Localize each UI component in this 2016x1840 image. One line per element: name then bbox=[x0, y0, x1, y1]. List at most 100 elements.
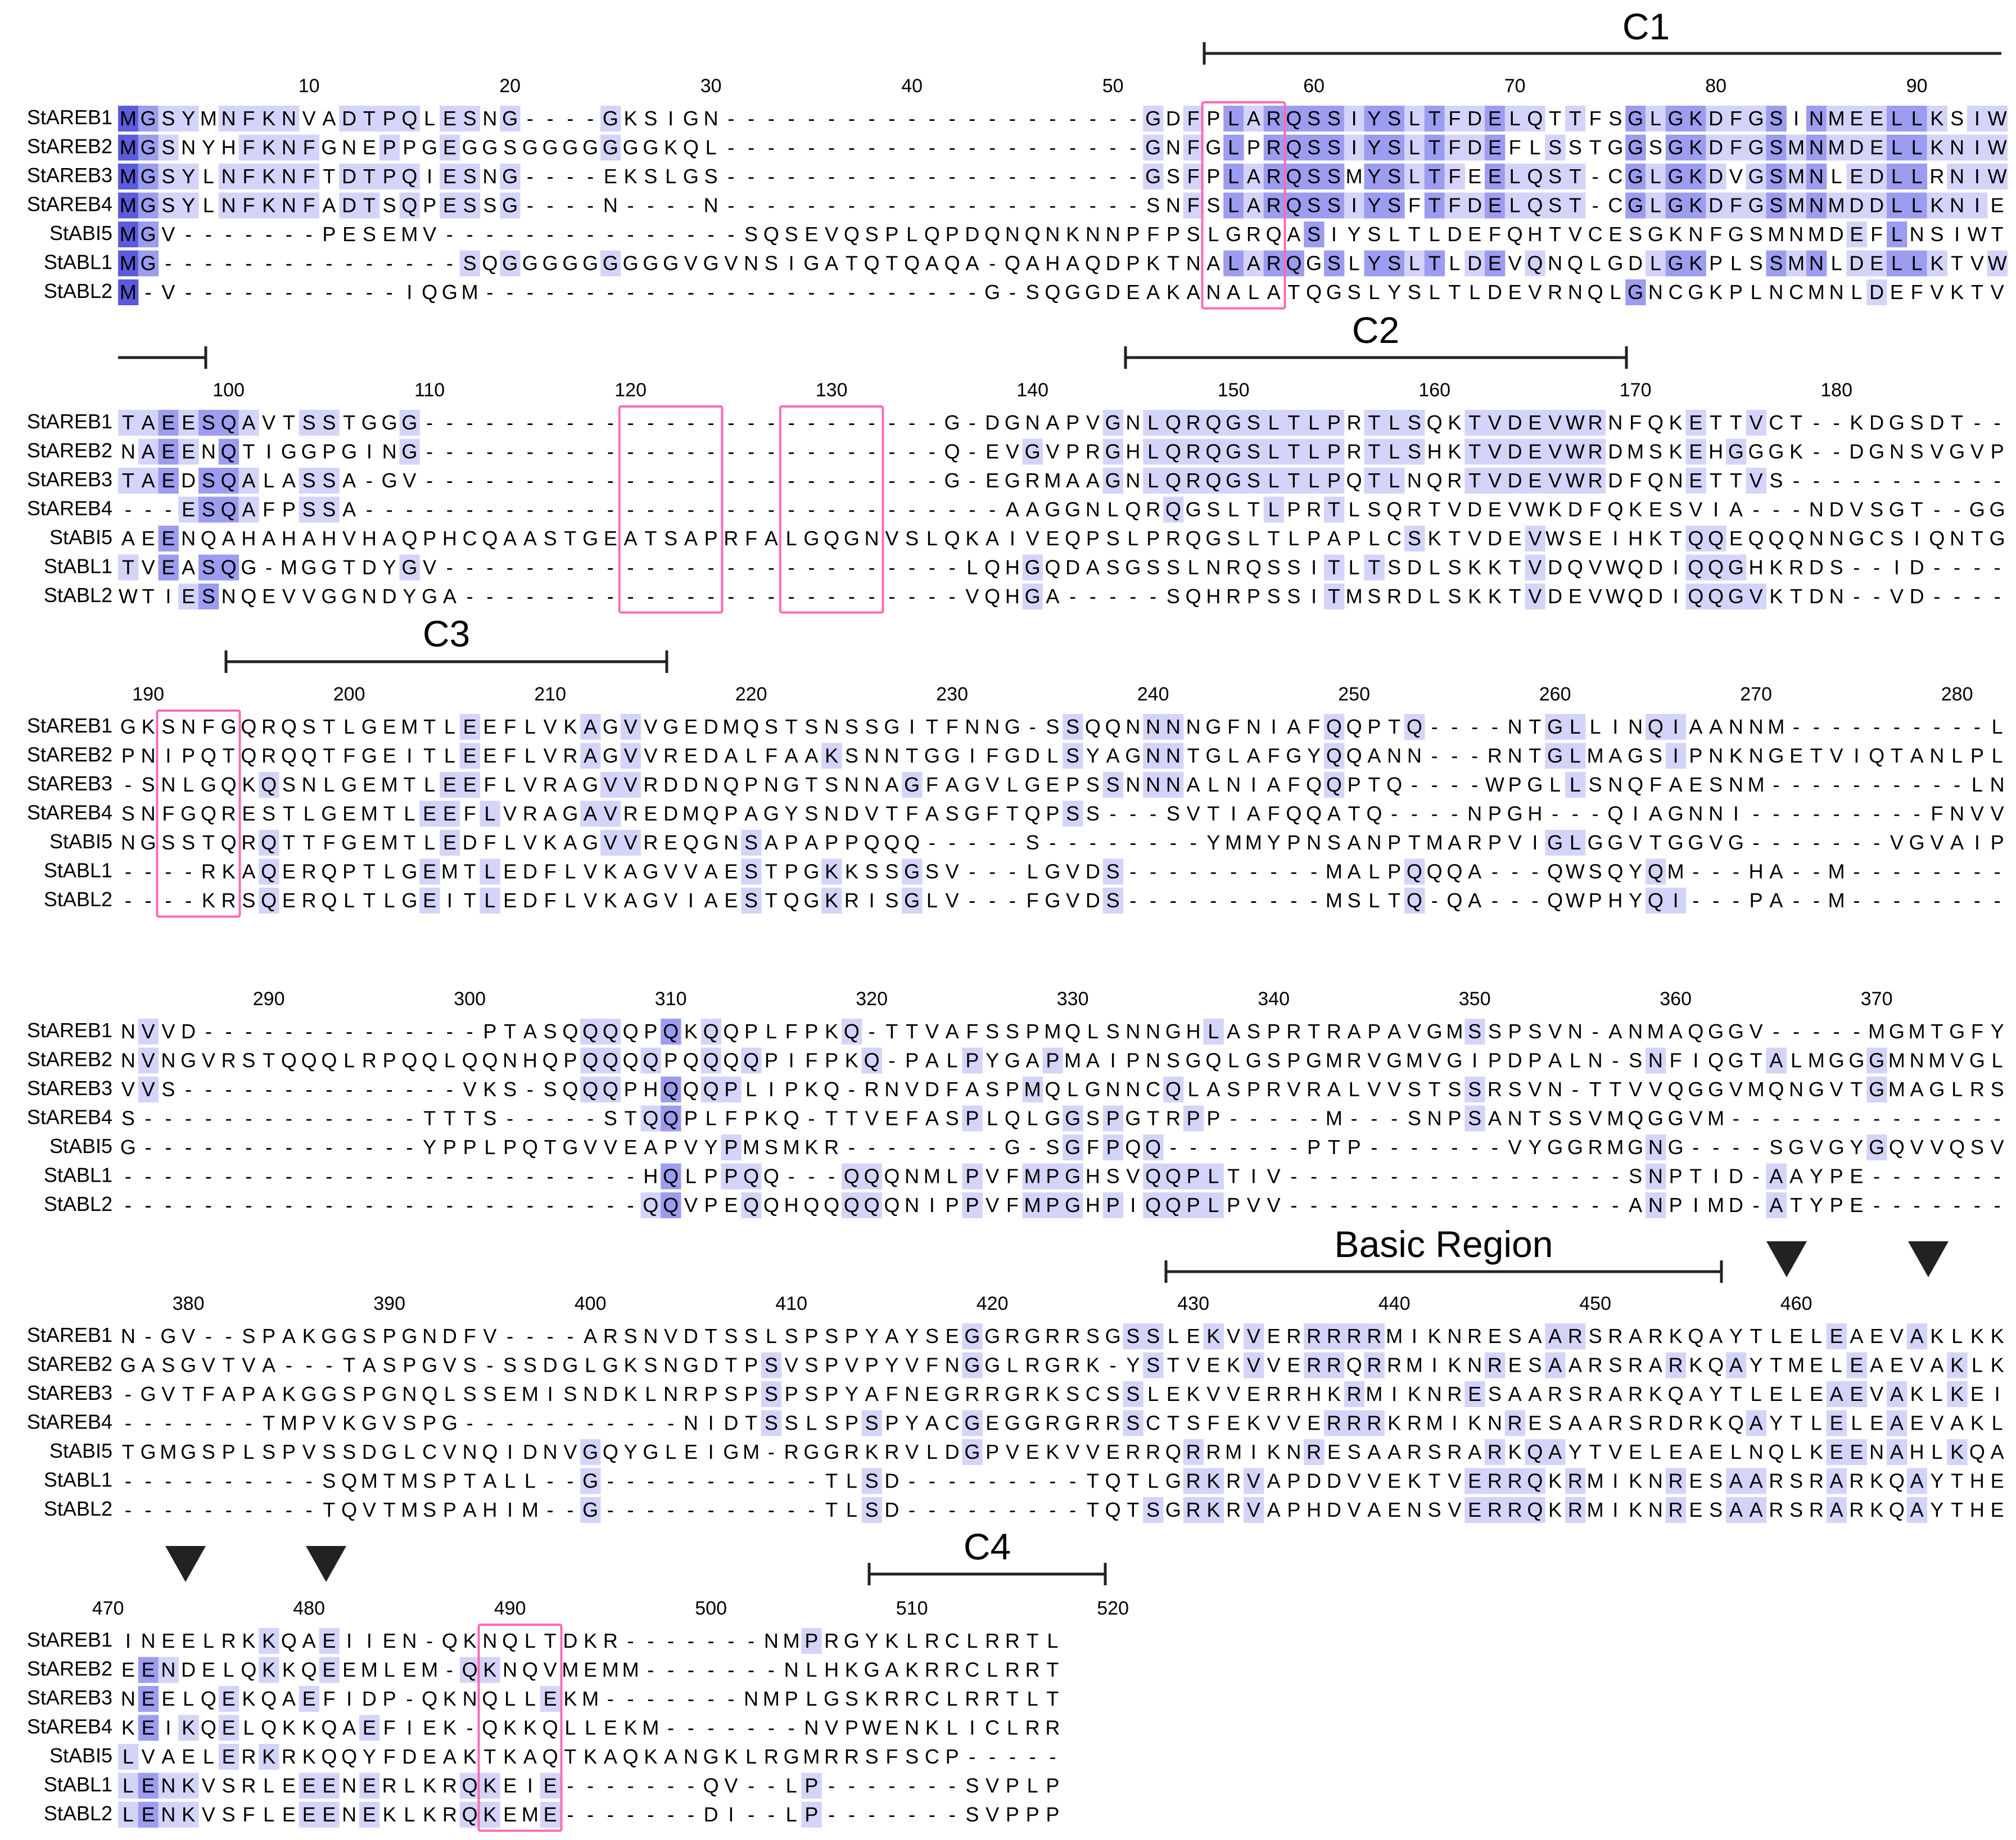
residue: M bbox=[1788, 136, 1805, 159]
residue: P bbox=[664, 1136, 677, 1159]
residue: V bbox=[905, 1078, 919, 1101]
residue: M bbox=[1828, 860, 1845, 883]
residue: G bbox=[1045, 889, 1060, 912]
residue: N bbox=[1950, 527, 1964, 550]
residue: F bbox=[464, 802, 476, 825]
residue: - bbox=[567, 498, 573, 521]
residue: - bbox=[225, 281, 232, 304]
residue: S bbox=[161, 165, 175, 188]
residue: - bbox=[1893, 802, 1900, 825]
residue: - bbox=[386, 498, 393, 521]
residue: V bbox=[1508, 831, 1522, 854]
residue: S bbox=[1327, 107, 1341, 130]
residue: - bbox=[788, 107, 795, 130]
residue: P bbox=[965, 1049, 979, 1072]
residue: - bbox=[627, 498, 634, 521]
residue: - bbox=[426, 252, 433, 275]
residue: V bbox=[1970, 440, 1984, 463]
residue: Q bbox=[703, 1774, 719, 1797]
residue: R bbox=[764, 1745, 779, 1768]
residue: L bbox=[1007, 1354, 1018, 1377]
residue: M bbox=[1707, 1193, 1724, 1217]
residue: - bbox=[1290, 1165, 1297, 1188]
residue: S bbox=[765, 1412, 778, 1435]
residue: G bbox=[1949, 1020, 1965, 1043]
residue: Q bbox=[1427, 469, 1443, 492]
residue: - bbox=[507, 556, 513, 579]
residue: G bbox=[341, 1324, 357, 1348]
residue: A bbox=[684, 527, 698, 550]
position-tick-label: 200 bbox=[333, 684, 365, 705]
residue: G bbox=[382, 411, 397, 434]
residue: E bbox=[1850, 223, 1863, 246]
position-tick-label: 220 bbox=[735, 684, 767, 705]
residue: - bbox=[406, 1107, 413, 1130]
residue: V bbox=[1367, 1078, 1381, 1101]
residue: A bbox=[1830, 1470, 1843, 1493]
residue: V bbox=[724, 252, 738, 275]
residue: R bbox=[362, 1049, 377, 1072]
residue: T bbox=[343, 411, 355, 434]
residue: Q bbox=[221, 411, 237, 434]
residue: N bbox=[1125, 1020, 1140, 1043]
residue: T bbox=[1750, 1324, 1762, 1348]
residue: G bbox=[582, 831, 598, 854]
residue: V bbox=[1649, 1078, 1662, 1101]
residue: A bbox=[1930, 1354, 1943, 1377]
residue: - bbox=[1933, 860, 1940, 883]
residue: E bbox=[383, 715, 396, 738]
residue: S bbox=[1327, 831, 1341, 854]
residue: R bbox=[1508, 1470, 1522, 1493]
residue: S bbox=[1367, 223, 1381, 246]
residue: L bbox=[1992, 715, 2003, 738]
residue: N bbox=[402, 1629, 417, 1652]
residue: - bbox=[888, 556, 895, 579]
residue: D bbox=[1307, 1470, 1321, 1493]
residue: K bbox=[1669, 411, 1683, 434]
residue: D bbox=[1106, 281, 1120, 304]
residue-shade bbox=[399, 164, 420, 189]
residue: Q bbox=[603, 1020, 618, 1043]
residue: A bbox=[1750, 1470, 1763, 1493]
residue: G bbox=[1547, 1136, 1563, 1159]
residue: M bbox=[1828, 889, 1845, 912]
residue: G bbox=[1186, 498, 1201, 521]
residue: V bbox=[1348, 1470, 1361, 1493]
residue: - bbox=[366, 281, 373, 304]
residue: P bbox=[121, 744, 135, 767]
residue: - bbox=[949, 1774, 956, 1797]
residue: - bbox=[1733, 889, 1739, 912]
residue: K bbox=[443, 1687, 456, 1710]
residue: - bbox=[567, 194, 573, 217]
residue: - bbox=[1712, 860, 1719, 883]
residue: - bbox=[1491, 860, 1498, 883]
residue: T bbox=[1951, 1498, 1963, 1521]
residue: Q bbox=[1145, 1193, 1161, 1217]
residue: T bbox=[1046, 1687, 1059, 1710]
residue: Q bbox=[643, 1193, 658, 1217]
residue: P bbox=[1970, 744, 1984, 767]
residue: A bbox=[1589, 1412, 1602, 1435]
residue: N bbox=[1125, 715, 1140, 738]
residue: - bbox=[567, 1774, 573, 1797]
residue: - bbox=[688, 411, 694, 434]
residue: - bbox=[908, 585, 915, 608]
residue: Q bbox=[482, 1049, 498, 1072]
residue: K bbox=[1046, 1440, 1059, 1463]
residue: A bbox=[1387, 1440, 1401, 1463]
residue: - bbox=[1190, 831, 1197, 854]
residue: V bbox=[1991, 802, 2004, 825]
residue: T bbox=[444, 1107, 456, 1130]
residue: G bbox=[141, 252, 156, 275]
residue: F bbox=[1268, 802, 1280, 825]
residue: S bbox=[1307, 136, 1321, 159]
residue: M bbox=[763, 1687, 780, 1710]
residue: K bbox=[1629, 498, 1642, 521]
residue: S bbox=[744, 860, 758, 883]
residue: L bbox=[1147, 1382, 1159, 1405]
residue: Q bbox=[261, 889, 277, 912]
residue: L bbox=[1368, 860, 1380, 883]
residue: - bbox=[1049, 831, 1056, 854]
residue: M bbox=[1406, 1354, 1423, 1377]
residue: - bbox=[145, 281, 152, 304]
